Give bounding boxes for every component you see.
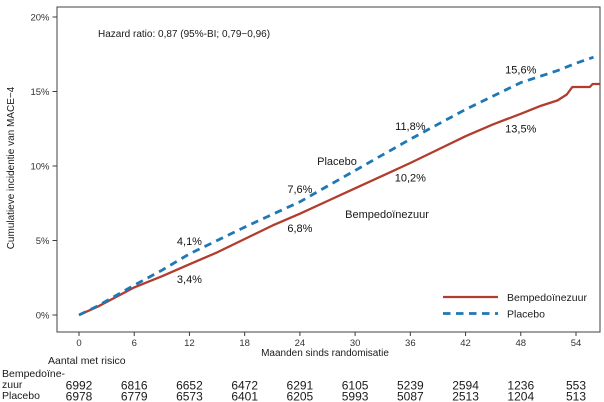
risk-value: 1236 <box>507 379 534 393</box>
y-tick-label: 5% <box>36 236 50 247</box>
series-line-placebo <box>78 55 594 317</box>
risk-value: 5993 <box>342 390 369 402</box>
risk-value: 6401 <box>231 390 258 402</box>
chart-dynamic-layer: 0 6 12 18 24 30 36 42 48 54 0% 5% 10% 15% 20% 3,4% 6,8% 1… <box>2 12 600 402</box>
x-tick-label: 18 <box>239 338 250 349</box>
y-tick-label: 0% <box>36 310 50 321</box>
risk-value: 5087 <box>397 390 424 402</box>
legend-label: Placebo <box>507 308 545 320</box>
risk-row-label: Placebo <box>2 390 40 402</box>
point-label: 7,6% <box>287 184 312 196</box>
risk-value: 6779 <box>121 390 148 402</box>
x-tick-label: 36 <box>405 338 416 349</box>
x-tick-label: 48 <box>515 338 526 349</box>
risk-value: 6978 <box>66 390 93 402</box>
risk-table-title: Aantal met risico <box>48 355 126 367</box>
point-label: 4,1% <box>177 236 202 248</box>
risk-value: 6992 <box>66 379 93 393</box>
y-axis-label: Cumulatieve incidentie van MACE−4 <box>6 86 17 249</box>
point-label: 3,4% <box>177 274 202 286</box>
risk-value: 1204 <box>507 390 534 402</box>
risk-row-label: Bempedoïne- <box>2 368 66 380</box>
risk-value: 6105 <box>342 379 369 393</box>
point-label: 10,2% <box>395 173 426 185</box>
x-tick-label: 24 <box>295 338 306 349</box>
y-tick-label: 10% <box>30 161 50 172</box>
series-inline-label: Placebo <box>317 156 357 168</box>
x-axis-label: Maanden sinds randomisatie <box>261 348 389 359</box>
point-label: 11,8% <box>395 121 426 133</box>
point-label: 13,5% <box>505 123 536 135</box>
legend-label: Bempedoïnezuur <box>507 292 587 304</box>
series-inline-label: Bempedoïnezuur <box>345 209 429 221</box>
point-label: 6,8% <box>287 223 312 235</box>
y-tick-label: 15% <box>30 87 50 98</box>
x-tick-label: 12 <box>184 338 195 349</box>
x-tick-label: 42 <box>460 338 471 349</box>
risk-value: 553 <box>566 379 586 393</box>
hazard-ratio-annotation: Hazard ratio: 0,87 (95%-BI; 0,79−0,96) <box>98 29 270 40</box>
x-tick-label: 30 <box>350 338 361 349</box>
plot-border <box>56 6 601 333</box>
risk-value: 2513 <box>452 390 479 402</box>
point-label: 15,6% <box>505 65 536 77</box>
risk-value: 6652 <box>176 379 203 393</box>
risk-value: 6291 <box>287 379 314 393</box>
x-tick-label: 0 <box>76 338 81 349</box>
x-tick-label: 6 <box>132 338 137 349</box>
risk-value: 5239 <box>397 379 424 393</box>
risk-value: 6205 <box>287 390 314 402</box>
risk-value: 513 <box>566 390 586 402</box>
risk-value: 2594 <box>452 379 479 393</box>
y-tick-label: 20% <box>30 12 50 23</box>
risk-row-label: zuur <box>2 379 23 391</box>
risk-value: 6573 <box>176 390 203 402</box>
risk-value: 6816 <box>121 379 148 393</box>
risk-value: 6472 <box>231 379 258 393</box>
x-tick-label: 54 <box>571 338 582 349</box>
series-line-bempedoinezuur <box>78 82 600 317</box>
